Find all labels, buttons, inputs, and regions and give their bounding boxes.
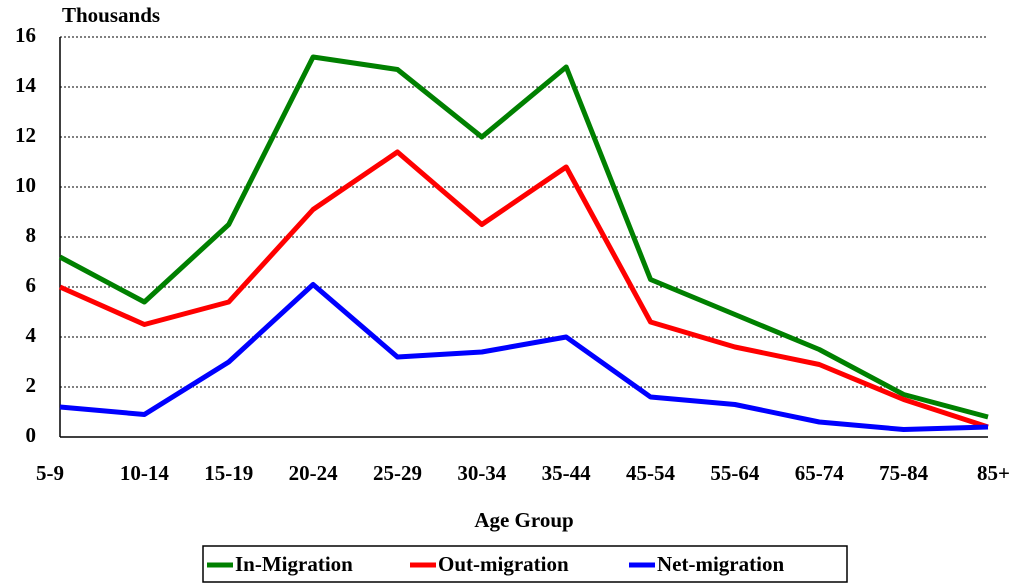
x-tick-label: 25-29 [373,461,422,485]
y-tick-label: 0 [26,423,37,447]
y-tick-label: 16 [15,23,36,47]
y-tick-label: 4 [26,323,37,347]
legend-label: Out-migration [438,552,569,576]
x-tick-label: 20-24 [289,461,338,485]
x-tick-label: 65-74 [795,461,844,485]
series-line [58,149,989,430]
y-tick-label: 8 [26,223,37,247]
x-tick-label: 5-9 [36,461,64,485]
y-tick-label: 10 [15,173,36,197]
legend-label: Net-migration [657,552,784,576]
series-line [59,282,989,432]
y-axis-title: Thousands [62,3,160,27]
y-tick-label: 2 [26,373,37,397]
legend-box [202,545,848,583]
x-axis-title: Age Group [474,508,573,532]
x-tick-label: 85+ [977,461,1010,485]
x-tick-label: 75-84 [879,461,928,485]
legend-label: In-Migration [235,552,353,576]
series-line [58,54,989,420]
x-tick-label: 55-64 [710,461,759,485]
y-tick-label: 6 [26,273,37,297]
x-tick-label: 10-14 [120,461,169,485]
x-tick-label: 45-54 [626,461,675,485]
x-tick-label: 35-44 [542,461,591,485]
x-tick-label: 15-19 [204,461,253,485]
x-tick-label: 30-34 [457,461,506,485]
y-tick-label: 14 [15,73,37,97]
y-tick-label: 12 [15,123,36,147]
